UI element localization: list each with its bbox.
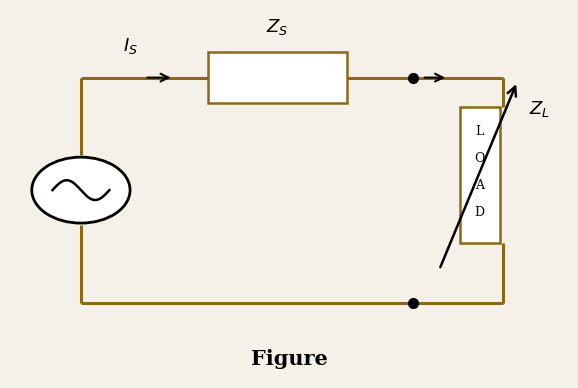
Bar xyxy=(208,52,347,103)
Text: D: D xyxy=(475,206,485,219)
Bar xyxy=(460,107,500,242)
Circle shape xyxy=(32,157,130,223)
Text: A: A xyxy=(475,179,484,192)
Text: $Z_S$: $Z_S$ xyxy=(266,17,288,37)
Text: $I_S$: $I_S$ xyxy=(123,36,138,56)
Text: $Z_L$: $Z_L$ xyxy=(529,99,550,119)
Text: Figure: Figure xyxy=(251,348,327,369)
Text: O: O xyxy=(475,152,485,165)
Text: L: L xyxy=(476,125,484,138)
